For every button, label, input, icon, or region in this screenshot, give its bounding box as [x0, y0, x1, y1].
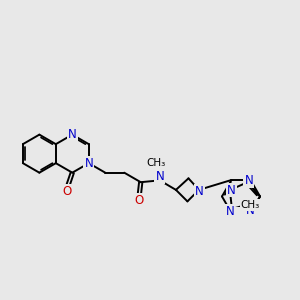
Text: O: O [62, 185, 71, 198]
Text: N: N [68, 128, 77, 141]
Text: N: N [84, 157, 93, 170]
Text: CH₃: CH₃ [147, 158, 166, 168]
Text: N: N [195, 185, 204, 198]
Text: CH₃: CH₃ [241, 200, 260, 210]
Text: N: N [227, 184, 236, 196]
Text: N: N [226, 205, 234, 218]
Text: N: N [246, 204, 255, 217]
Text: N: N [244, 174, 253, 187]
Text: N: N [155, 170, 164, 183]
Text: O: O [134, 194, 143, 207]
